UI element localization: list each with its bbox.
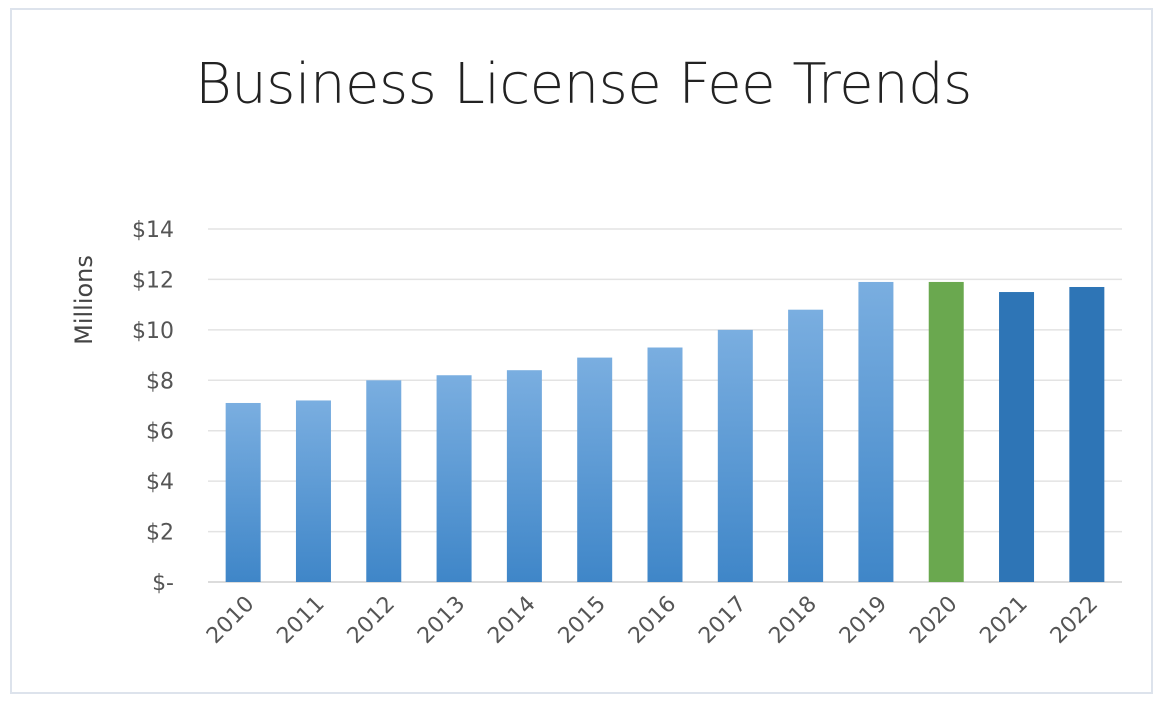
x-tick-label: 2022	[1046, 592, 1103, 649]
y-tick-label: $4	[146, 470, 174, 495]
y-axis-ticks: $- $2 $4 $6 $8 $10 $12 $14	[132, 218, 174, 596]
bar-2021	[999, 292, 1035, 582]
y-tick-label: $-	[152, 571, 174, 596]
x-tick-label: 2018	[765, 592, 822, 649]
bar-2013	[436, 375, 472, 582]
x-tick-label: 2010	[202, 592, 259, 649]
bar-2012	[366, 380, 402, 582]
bar-2010	[225, 402, 261, 582]
x-tick-label: 2021	[976, 592, 1033, 649]
bars	[225, 281, 1105, 582]
bar-2017	[717, 329, 753, 582]
x-tick-label: 2011	[272, 592, 329, 649]
x-tick-label: 2014	[483, 592, 540, 649]
x-tick-label: 2015	[554, 592, 611, 649]
bar-2015	[577, 357, 613, 582]
bar-2018	[788, 309, 824, 582]
chart-title: Business License Fee Trends	[195, 52, 972, 117]
bar-2019	[858, 281, 894, 582]
y-tick-label: $10	[132, 319, 174, 344]
y-tick-label: $2	[146, 521, 174, 546]
x-tick-label: 2020	[905, 592, 962, 649]
y-tick-label: $6	[146, 420, 174, 445]
y-tick-label: $14	[132, 218, 174, 243]
x-tick-label: 2013	[413, 592, 470, 649]
x-tick-label: 2019	[835, 592, 892, 649]
y-tick-label: $8	[146, 369, 174, 394]
x-axis-ticks: 2010 2011 2012 2013 2014 2015 2016 2017 2018 2019…	[202, 592, 1103, 649]
y-axis-label: Millions	[70, 255, 98, 345]
y-tick-label: $12	[132, 268, 174, 293]
bar-2022	[1069, 286, 1105, 582]
bar-2011	[295, 400, 331, 582]
bar-2014	[506, 370, 542, 582]
bar-2020	[928, 281, 964, 582]
x-tick-label: 2012	[343, 592, 400, 649]
x-tick-label: 2016	[624, 592, 681, 649]
x-tick-label: 2017	[694, 592, 751, 649]
bar-2016	[647, 347, 683, 582]
